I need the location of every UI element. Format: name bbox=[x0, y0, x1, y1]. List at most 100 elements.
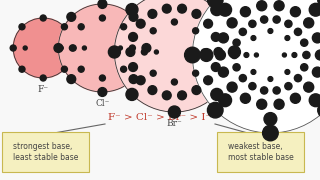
Circle shape bbox=[200, 49, 213, 61]
Circle shape bbox=[207, 102, 223, 118]
Circle shape bbox=[300, 39, 308, 46]
Circle shape bbox=[304, 18, 314, 28]
Circle shape bbox=[193, 70, 199, 76]
Circle shape bbox=[129, 63, 138, 71]
Circle shape bbox=[172, 19, 177, 25]
Circle shape bbox=[136, 19, 145, 28]
Circle shape bbox=[59, 4, 147, 92]
Circle shape bbox=[61, 66, 68, 72]
Circle shape bbox=[274, 99, 284, 109]
Circle shape bbox=[129, 45, 135, 51]
Circle shape bbox=[219, 3, 232, 16]
Circle shape bbox=[240, 7, 250, 17]
Circle shape bbox=[227, 18, 237, 28]
Circle shape bbox=[274, 1, 284, 11]
Circle shape bbox=[233, 39, 240, 46]
Circle shape bbox=[192, 10, 201, 18]
Circle shape bbox=[240, 93, 250, 103]
Text: F⁻: F⁻ bbox=[38, 85, 49, 94]
Circle shape bbox=[162, 91, 171, 100]
Circle shape bbox=[100, 75, 105, 81]
Circle shape bbox=[84, 30, 120, 66]
Circle shape bbox=[264, 113, 277, 125]
Circle shape bbox=[167, 45, 181, 59]
Circle shape bbox=[249, 20, 256, 27]
Circle shape bbox=[78, 66, 84, 72]
Circle shape bbox=[273, 16, 280, 23]
Circle shape bbox=[61, 24, 68, 30]
Circle shape bbox=[150, 70, 156, 76]
Circle shape bbox=[294, 75, 301, 82]
Circle shape bbox=[83, 46, 86, 50]
Circle shape bbox=[178, 91, 187, 100]
Text: weakest base,
most stable base: weakest base, most stable base bbox=[228, 142, 293, 162]
Circle shape bbox=[193, 28, 199, 34]
Circle shape bbox=[67, 75, 76, 84]
Circle shape bbox=[201, 49, 207, 55]
Text: F⁻ > Cl⁻ > Br⁻ > I⁻: F⁻ > Cl⁻ > Br⁻ > I⁻ bbox=[108, 114, 212, 123]
Circle shape bbox=[136, 76, 145, 85]
Circle shape bbox=[264, 49, 276, 61]
Circle shape bbox=[312, 67, 320, 77]
Circle shape bbox=[25, 30, 61, 66]
Circle shape bbox=[285, 83, 292, 90]
Circle shape bbox=[148, 86, 157, 94]
Circle shape bbox=[292, 53, 297, 57]
Circle shape bbox=[273, 87, 280, 94]
Circle shape bbox=[282, 53, 286, 57]
Circle shape bbox=[312, 33, 320, 43]
Circle shape bbox=[263, 125, 278, 141]
Circle shape bbox=[309, 94, 320, 107]
Circle shape bbox=[309, 3, 320, 16]
Circle shape bbox=[318, 102, 320, 118]
Circle shape bbox=[211, 88, 223, 100]
Circle shape bbox=[291, 93, 300, 103]
Circle shape bbox=[40, 75, 46, 81]
Circle shape bbox=[69, 45, 76, 51]
Circle shape bbox=[268, 29, 273, 33]
Circle shape bbox=[129, 12, 138, 21]
Circle shape bbox=[118, 46, 123, 50]
Circle shape bbox=[10, 45, 16, 51]
Circle shape bbox=[251, 70, 256, 74]
Circle shape bbox=[219, 33, 228, 43]
Circle shape bbox=[318, 0, 320, 8]
Circle shape bbox=[285, 70, 290, 74]
Circle shape bbox=[144, 22, 204, 82]
Circle shape bbox=[219, 94, 232, 107]
Circle shape bbox=[257, 1, 267, 11]
Text: I⁻: I⁻ bbox=[266, 140, 275, 149]
Circle shape bbox=[172, 79, 177, 85]
Circle shape bbox=[162, 4, 171, 13]
Circle shape bbox=[126, 4, 138, 16]
Circle shape bbox=[233, 64, 240, 71]
Text: Br⁻: Br⁻ bbox=[166, 119, 182, 128]
Text: strongest base,
least stable base: strongest base, least stable base bbox=[13, 142, 78, 162]
Circle shape bbox=[19, 24, 25, 30]
Circle shape bbox=[304, 82, 314, 92]
Circle shape bbox=[214, 48, 223, 56]
Circle shape bbox=[207, 0, 223, 8]
Circle shape bbox=[246, 31, 294, 79]
Circle shape bbox=[129, 75, 138, 84]
Circle shape bbox=[260, 16, 268, 23]
Circle shape bbox=[316, 50, 320, 60]
Circle shape bbox=[95, 41, 109, 55]
Circle shape bbox=[121, 66, 127, 72]
Circle shape bbox=[141, 49, 148, 55]
Circle shape bbox=[294, 28, 301, 35]
Circle shape bbox=[231, 51, 238, 59]
Circle shape bbox=[244, 53, 249, 57]
Text: Cl⁻: Cl⁻ bbox=[95, 99, 109, 108]
Circle shape bbox=[185, 47, 200, 63]
Circle shape bbox=[268, 77, 273, 81]
Circle shape bbox=[40, 15, 46, 21]
Circle shape bbox=[204, 19, 212, 28]
Circle shape bbox=[239, 75, 246, 82]
Circle shape bbox=[211, 33, 220, 41]
Circle shape bbox=[257, 99, 267, 109]
Circle shape bbox=[285, 36, 290, 40]
Circle shape bbox=[228, 46, 240, 58]
Circle shape bbox=[178, 4, 187, 13]
Circle shape bbox=[155, 50, 158, 54]
